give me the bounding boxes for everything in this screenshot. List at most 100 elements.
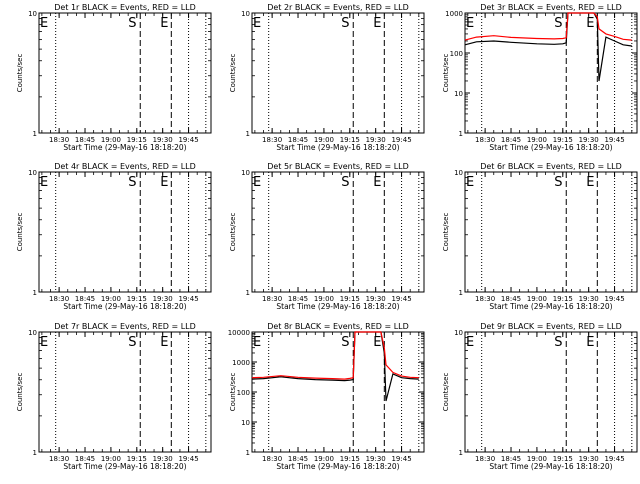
plot-frame	[464, 12, 638, 134]
y-tick-label: 10	[241, 419, 250, 427]
marker-S: S	[341, 175, 349, 190]
x-tick-label: 19:45	[604, 455, 624, 463]
y-axis-label: Counts/sec	[229, 213, 237, 252]
y-axis-label: Counts/sec	[229, 54, 237, 93]
marker-E-start: E	[40, 175, 48, 190]
y-tick-label: 1000	[232, 359, 250, 367]
x-tick-label: 19:45	[391, 136, 411, 144]
marker-E-end: E	[586, 335, 594, 350]
x-tick-label: 18:45	[288, 136, 308, 144]
x-axis-label: Start Time (29-May-16 18:18:20)	[489, 143, 612, 152]
x-tick-label: 18:45	[501, 295, 521, 303]
marker-S: S	[128, 16, 136, 31]
x-tick-label: 18:45	[75, 136, 95, 144]
panel-title: Det 1r BLACK = Events, RED = LLD	[54, 3, 196, 12]
x-tick-label: 18:45	[75, 455, 95, 463]
plot-frame	[38, 12, 212, 134]
marker-E-end: E	[160, 16, 168, 31]
plot-frame	[251, 171, 425, 293]
events-series-line	[464, 12, 632, 82]
plot-frame	[251, 12, 425, 134]
x-tick-label: 19:00	[527, 455, 547, 463]
x-tick-label: 19:00	[314, 455, 334, 463]
x-tick-label: 19:45	[391, 295, 411, 303]
x-tick-label: 19:00	[314, 136, 334, 144]
plot-frame	[38, 331, 212, 453]
x-tick-label: 18:30	[49, 455, 69, 463]
x-tick-label: 19:30	[366, 455, 386, 463]
x-tick-label: 19:45	[604, 295, 624, 303]
marker-E-start: E	[466, 175, 474, 190]
y-tick-label: 1	[246, 289, 250, 297]
x-tick-label: 18:45	[501, 455, 521, 463]
y-tick-label: 1	[33, 130, 37, 138]
marker-E-start: E	[253, 335, 261, 350]
panel-det-9: Det 9r BLACK = Events, RED = LLD Counts/s…	[442, 322, 638, 471]
marker-E-end: E	[586, 175, 594, 190]
x-tick-label: 19:15	[127, 136, 147, 144]
y-tick-label: 10	[454, 90, 463, 98]
x-tick-label: 18:30	[475, 455, 495, 463]
marker-E-end: E	[160, 335, 168, 350]
marker-E-end: E	[373, 175, 381, 190]
marker-E-end: E	[160, 175, 168, 190]
x-tick-label: 19:15	[127, 455, 147, 463]
panel-det-5: Det 5r BLACK = Events, RED = LLD Counts/s…	[229, 162, 425, 311]
x-tick-label: 19:15	[553, 295, 573, 303]
y-tick-label: 10000	[228, 329, 250, 337]
lld-series-line	[464, 12, 632, 41]
y-tick-label: 10	[241, 10, 250, 18]
x-tick-label: 19:00	[527, 295, 547, 303]
marker-S: S	[554, 335, 562, 350]
plot-frame	[251, 331, 425, 453]
y-axis-label: Counts/sec	[16, 373, 24, 412]
x-tick-label: 19:00	[101, 136, 121, 144]
x-axis-label: Start Time (29-May-16 18:18:20)	[63, 143, 186, 152]
y-tick-label: 100	[237, 389, 250, 397]
plot-frame	[464, 331, 638, 453]
y-tick-label: 1	[33, 449, 37, 457]
marker-S: S	[128, 175, 136, 190]
x-tick-label: 18:45	[288, 295, 308, 303]
x-tick-label: 19:45	[604, 136, 624, 144]
x-tick-label: 18:45	[501, 136, 521, 144]
x-axis-label: Start Time (29-May-16 18:18:20)	[63, 302, 186, 311]
y-tick-label: 1000	[445, 10, 463, 18]
x-axis-label: Start Time (29-May-16 18:18:20)	[489, 462, 612, 471]
x-tick-label: 19:45	[391, 455, 411, 463]
x-tick-label: 18:45	[75, 295, 95, 303]
panel-det-3: Det 3r BLACK = Events, RED = LLD Counts/s…	[442, 3, 638, 152]
panel-title: Det 6r BLACK = Events, RED = LLD	[480, 162, 622, 171]
x-tick-label: 18:30	[262, 455, 282, 463]
marker-E-end: E	[373, 335, 381, 350]
marker-E-start: E	[40, 16, 48, 31]
x-tick-label: 19:15	[340, 295, 360, 303]
marker-E-start: E	[466, 16, 474, 31]
x-axis-label: Start Time (29-May-16 18:18:20)	[276, 462, 399, 471]
x-tick-label: 18:30	[262, 295, 282, 303]
panel-det-7: Det 7r BLACK = Events, RED = LLD Counts/s…	[16, 322, 212, 471]
x-tick-label: 18:30	[475, 136, 495, 144]
x-tick-label: 19:30	[153, 295, 173, 303]
x-tick-label: 19:45	[178, 455, 198, 463]
y-axis-label: Counts/sec	[442, 213, 450, 252]
x-axis-label: Start Time (29-May-16 18:18:20)	[489, 302, 612, 311]
y-axis-label: Counts/sec	[442, 54, 450, 93]
x-tick-label: 18:30	[262, 136, 282, 144]
panel-title: Det 3r BLACK = Events, RED = LLD	[480, 3, 622, 12]
marker-E-start: E	[253, 175, 261, 190]
x-tick-label: 18:45	[288, 455, 308, 463]
panel-title: Det 9r BLACK = Events, RED = LLD	[480, 322, 622, 331]
y-tick-label: 1	[33, 289, 37, 297]
plot-frame	[38, 171, 212, 293]
x-tick-label: 19:45	[178, 295, 198, 303]
y-tick-label: 1	[459, 130, 463, 138]
panel-title: Det 7r BLACK = Events, RED = LLD	[54, 322, 196, 331]
y-tick-label: 10	[28, 10, 37, 18]
x-axis-label: Start Time (29-May-16 18:18:20)	[63, 462, 186, 471]
x-tick-label: 19:30	[366, 295, 386, 303]
plot-frame	[464, 171, 638, 293]
panel-title: Det 5r BLACK = Events, RED = LLD	[267, 162, 409, 171]
x-tick-label: 19:15	[553, 136, 573, 144]
